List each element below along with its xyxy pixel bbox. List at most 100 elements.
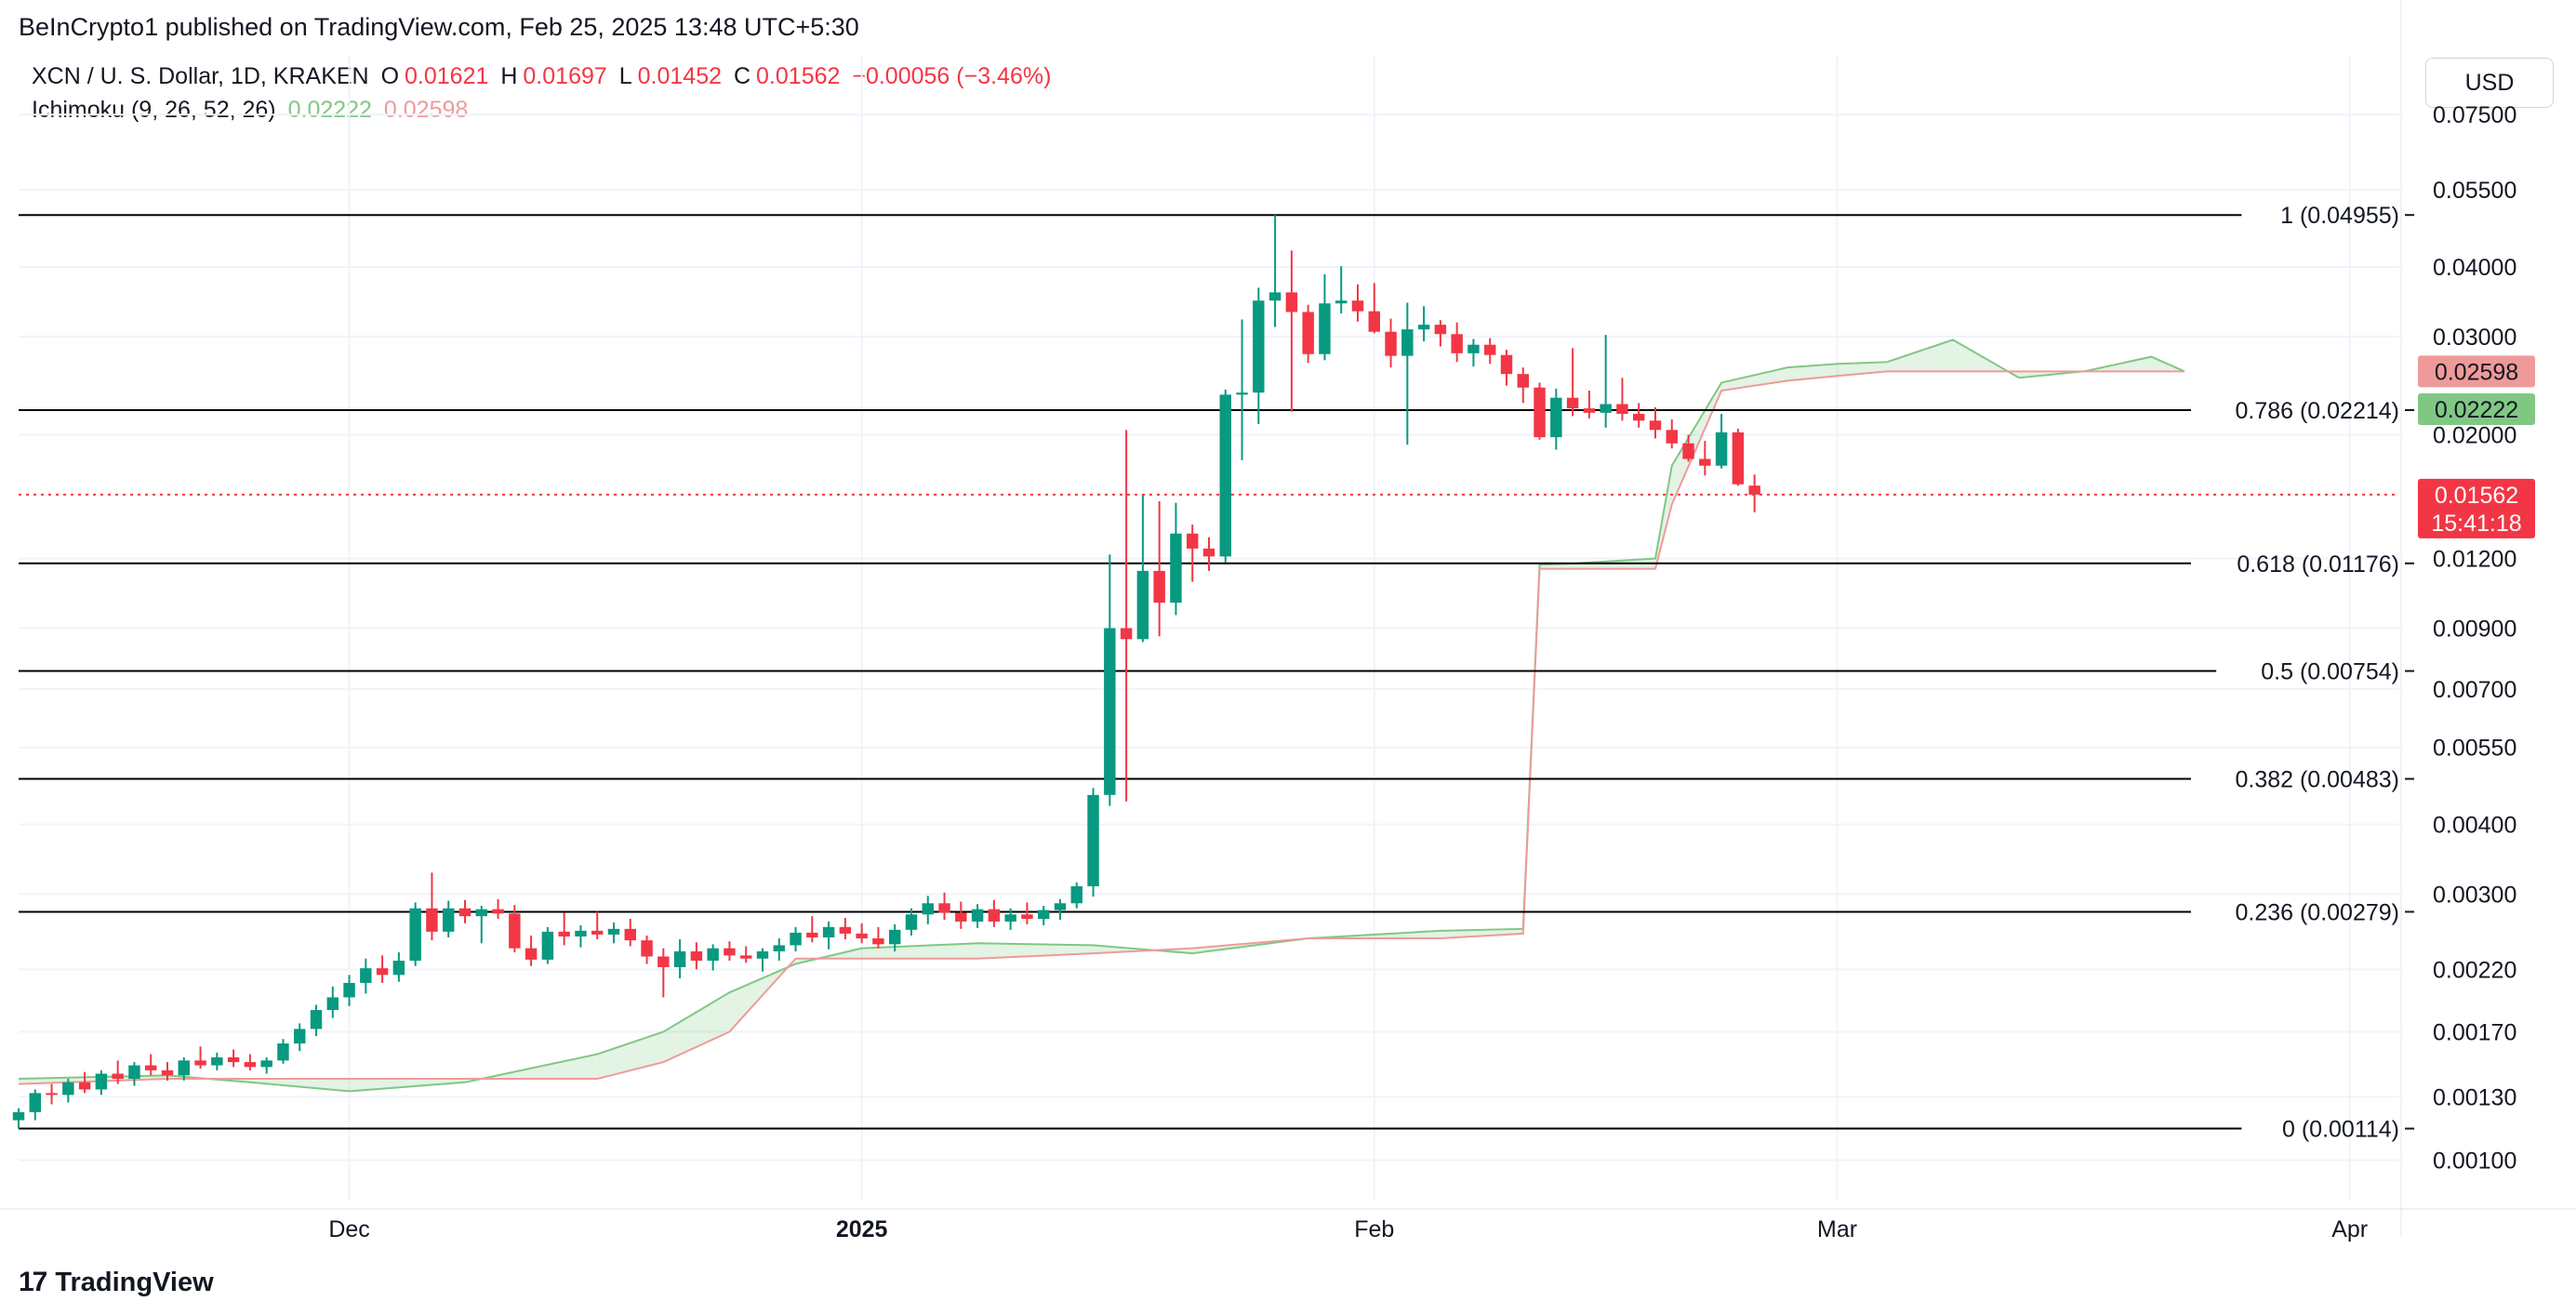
y-tick-label: 0.03000 (2433, 325, 2516, 351)
candle-body (1236, 392, 1248, 395)
y-tick-label: 0.00550 (2433, 736, 2516, 762)
candle-body (1550, 397, 1562, 438)
y-tick-label: 0.01200 (2433, 547, 2516, 573)
indicator-name[interactable]: Ichimoku (9, 26, 52, 26) (32, 97, 276, 123)
candle-body (1517, 374, 1529, 388)
candle-body (78, 1082, 91, 1090)
candle-body (1616, 404, 1628, 415)
price-badge-value: 0.01562 (2435, 483, 2518, 509)
symbol-legend: XCN / U. S. Dollar, 1D, KRAKEN O 0.01621 … (32, 63, 1056, 90)
candle-body (756, 950, 769, 959)
candle-body (29, 1093, 41, 1112)
candle-body (1054, 903, 1067, 910)
candle-body (112, 1073, 124, 1080)
candle-body (1104, 628, 1116, 795)
low-value: 0.01452 (637, 63, 723, 89)
y-tick-label: 0.02000 (2433, 422, 2516, 448)
candle-body (1434, 325, 1447, 335)
candle-body (62, 1082, 74, 1096)
price-badge-value: 0.02598 (2435, 359, 2518, 385)
candle-body (1087, 794, 1099, 887)
candle-body (971, 909, 984, 922)
candle-body (690, 950, 703, 962)
candle-body (641, 940, 653, 957)
y-tick-label: 0.00700 (2433, 677, 2516, 703)
candle-body (1368, 311, 1380, 332)
candle-body (509, 913, 521, 949)
candle-body (1268, 292, 1281, 301)
y-tick-label: 0.05500 (2433, 178, 2516, 204)
candle-body (1534, 387, 1546, 438)
candle-body (624, 928, 636, 941)
candle-body (178, 1060, 190, 1076)
candle-body (1417, 325, 1430, 330)
ichimoku-span-b-value: 0.02598 (383, 97, 469, 123)
candle-body (492, 909, 504, 914)
published-by-line: BeInCrypto1 published on TradingView.com… (19, 13, 859, 41)
fib-level-label: 0.786 (0.02214) (2235, 398, 2399, 424)
candle-body (1187, 533, 1199, 549)
candle-body (1682, 443, 1694, 459)
close-value: 0.01562 (756, 63, 841, 89)
y-tick-label: 0.00300 (2433, 883, 2516, 909)
candle-body (211, 1056, 223, 1066)
candle-body (988, 909, 1001, 922)
y-tick-label: 0.07500 (2433, 102, 2516, 128)
candle-body (1666, 430, 1678, 444)
candle-body (922, 903, 934, 915)
candle-body (128, 1065, 140, 1080)
symbol-name[interactable]: XCN / U. S. Dollar, 1D, KRAKEN (32, 63, 369, 89)
candle-body (740, 955, 752, 959)
open-value: 0.01621 (405, 63, 489, 89)
x-tick-label: Mar (1817, 1216, 1857, 1242)
candle-body (938, 903, 950, 913)
candle-body (773, 945, 785, 951)
close-label: C (733, 63, 751, 89)
candle-body (591, 930, 604, 935)
candle-body (889, 929, 901, 945)
candle-body (12, 1111, 25, 1121)
tradingview-brand: TradingView (55, 1267, 214, 1297)
candle-body (575, 930, 587, 936)
ichimoku-cloud-fill (19, 339, 2184, 1092)
open-label: O (380, 63, 400, 89)
candle-body (657, 956, 670, 967)
price-badge-countdown: 15:41:18 (2431, 511, 2521, 537)
candle-body (673, 950, 686, 967)
candle-body (161, 1069, 174, 1076)
candle-body (1219, 394, 1231, 557)
candle-body (1699, 458, 1711, 466)
candle-body (1748, 485, 1760, 495)
candle-body (822, 926, 835, 937)
y-tick-label: 0.00170 (2433, 1019, 2516, 1045)
y-tick-label: 0.00220 (2433, 957, 2516, 983)
candle-body (46, 1093, 58, 1096)
candle-body (1253, 300, 1265, 393)
price-badge-last (2418, 478, 2535, 538)
y-tick-label: 0.00900 (2433, 616, 2516, 642)
candle-body (1732, 432, 1745, 485)
candle-body (409, 908, 421, 962)
indicator-legend: Ichimoku (9, 26, 52, 26) 0.02222 0.02598 (32, 97, 473, 124)
candle-body (790, 932, 802, 946)
change-value: −0.00056 (−3.46%) (852, 63, 1052, 89)
candle-body (1385, 331, 1397, 356)
currency-button[interactable]: USD (2425, 58, 2554, 108)
y-tick-label: 0.00400 (2433, 813, 2516, 839)
price-badge-cloud_green (2418, 393, 2535, 426)
candle-body (1351, 300, 1364, 312)
x-tick-label: Apr (2331, 1216, 2368, 1242)
ichimoku-span-a-line (18, 339, 2185, 1093)
candle-body (458, 908, 471, 917)
candle-body (839, 926, 852, 934)
candle-body (294, 1029, 306, 1044)
candle-body (1467, 344, 1480, 353)
candle-body (1335, 300, 1348, 304)
low-label: L (618, 63, 632, 89)
candle-body (1170, 533, 1182, 603)
candle-body (145, 1065, 157, 1070)
candle-body (872, 938, 884, 945)
candle-body (426, 908, 438, 932)
y-tick-label: 0.04000 (2433, 255, 2516, 281)
